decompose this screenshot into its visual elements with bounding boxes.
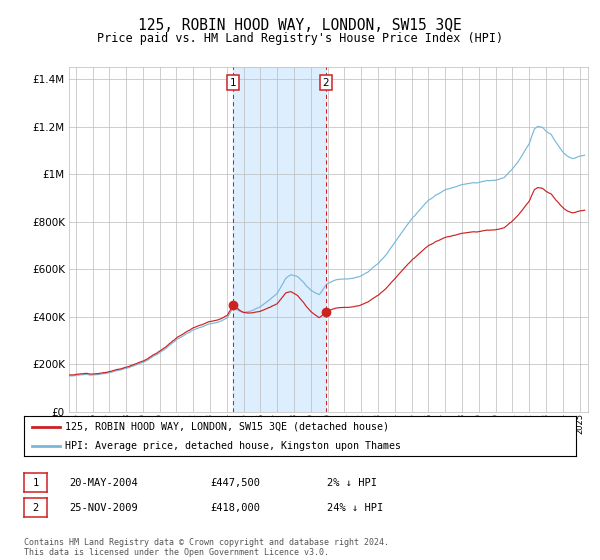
Text: £418,000: £418,000 <box>210 503 260 513</box>
Text: 24% ↓ HPI: 24% ↓ HPI <box>327 503 383 513</box>
Text: 2: 2 <box>323 78 329 88</box>
Text: 2: 2 <box>32 503 38 513</box>
Bar <box>233 67 326 412</box>
Text: £447,500: £447,500 <box>210 478 260 488</box>
Text: 1: 1 <box>32 478 38 488</box>
Text: 1: 1 <box>230 78 236 88</box>
Text: 125, ROBIN HOOD WAY, LONDON, SW15 3QE: 125, ROBIN HOOD WAY, LONDON, SW15 3QE <box>138 18 462 33</box>
Text: 2% ↓ HPI: 2% ↓ HPI <box>327 478 377 488</box>
Text: 25-NOV-2009: 25-NOV-2009 <box>69 503 138 513</box>
Text: Price paid vs. HM Land Registry's House Price Index (HPI): Price paid vs. HM Land Registry's House … <box>97 32 503 45</box>
Text: HPI: Average price, detached house, Kingston upon Thames: HPI: Average price, detached house, King… <box>65 441 401 451</box>
Text: 125, ROBIN HOOD WAY, LONDON, SW15 3QE (detached house): 125, ROBIN HOOD WAY, LONDON, SW15 3QE (d… <box>65 422 389 432</box>
Text: 20-MAY-2004: 20-MAY-2004 <box>69 478 138 488</box>
Text: Contains HM Land Registry data © Crown copyright and database right 2024.
This d: Contains HM Land Registry data © Crown c… <box>24 538 389 557</box>
